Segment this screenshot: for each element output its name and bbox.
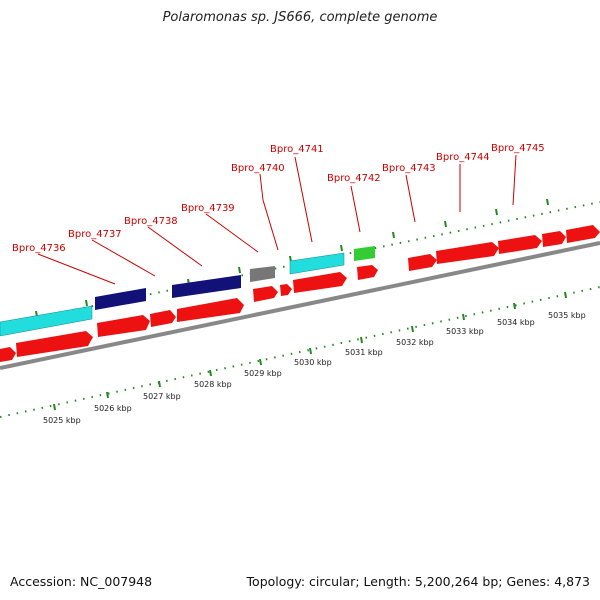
inner-major-tick bbox=[53, 403, 56, 411]
kbp-label: 5029 kbp bbox=[244, 369, 282, 378]
leader-line bbox=[294, 156, 313, 243]
leader-line bbox=[91, 239, 156, 277]
gene-label[interactable]: Bpro_4742 bbox=[327, 173, 381, 184]
cds-arrow[interactable] bbox=[542, 231, 566, 247]
kbp-label: 5025 kbp bbox=[43, 416, 81, 425]
inner-major-tick bbox=[411, 325, 414, 333]
cds-features bbox=[0, 225, 600, 362]
leader-line bbox=[262, 199, 279, 251]
cds-arrow[interactable] bbox=[0, 347, 16, 362]
gene-label[interactable]: Bpro_4743 bbox=[382, 163, 436, 174]
inner-major-tick bbox=[360, 336, 363, 344]
kbp-label: 5026 kbp bbox=[94, 404, 132, 413]
leader-line bbox=[405, 174, 416, 223]
cds-arrow[interactable] bbox=[97, 315, 150, 337]
gene-block-navy[interactable] bbox=[95, 288, 146, 310]
gene-label[interactable]: Bpro_4736 bbox=[12, 243, 66, 254]
genome-summary: Topology: circular; Length: 5,200,264 bp… bbox=[247, 574, 590, 589]
forward-features bbox=[0, 246, 375, 337]
genes-label: Genes: bbox=[506, 574, 551, 589]
cds-arrow[interactable] bbox=[436, 242, 499, 264]
accession-info: Accession: NC_007948 bbox=[10, 574, 152, 589]
kbp-label: 5030 kbp bbox=[294, 358, 332, 367]
kbp-label: 5027 kbp bbox=[143, 392, 181, 401]
gene-label[interactable]: Bpro_4737 bbox=[68, 229, 122, 240]
inner-major-tick bbox=[259, 358, 262, 366]
accession-value: NC_007948 bbox=[80, 574, 153, 589]
outer-major-tick bbox=[340, 244, 343, 252]
gene-label[interactable]: Bpro_4739 bbox=[181, 203, 235, 214]
gene-block-cyan[interactable] bbox=[0, 305, 93, 337]
inner-major-tick bbox=[564, 291, 567, 299]
length-label: Length: bbox=[363, 574, 411, 589]
gene-label[interactable]: Bpro_4740 bbox=[231, 163, 285, 174]
map-title: Polaromonas sp. JS666, complete genome bbox=[162, 10, 438, 25]
gene-label[interactable]: Bpro_4741 bbox=[270, 144, 324, 155]
inner-major-tick bbox=[209, 369, 212, 377]
gene-block-gray[interactable] bbox=[250, 266, 275, 282]
leader-line bbox=[37, 253, 116, 285]
cds-arrow[interactable] bbox=[280, 284, 292, 296]
outer-major-tick bbox=[85, 299, 88, 307]
leader-line bbox=[147, 226, 203, 267]
inner-major-tick bbox=[309, 347, 312, 355]
kbp-label: 5032 kbp bbox=[396, 338, 434, 347]
kbp-label: 5033 kbp bbox=[446, 327, 484, 336]
leader-line bbox=[259, 173, 264, 201]
gene-block-navy[interactable] bbox=[172, 275, 241, 298]
gene-block-green[interactable] bbox=[354, 246, 375, 261]
accession-label: Accession: bbox=[10, 574, 77, 589]
genes-value: 4,873 bbox=[554, 574, 590, 589]
cds-arrow[interactable] bbox=[498, 235, 542, 254]
gene-label[interactable]: Bpro_4738 bbox=[124, 216, 178, 227]
kbp-label: 5035 kbp bbox=[548, 311, 586, 320]
kbp-labels: 5025 kbp 5026 kbp 5027 kbp 5028 kbp 5029… bbox=[43, 311, 586, 425]
gene-label[interactable]: Bpro_4744 bbox=[436, 152, 490, 163]
outer-major-tick bbox=[392, 231, 395, 239]
outer-major-tick bbox=[238, 266, 241, 274]
outer-major-tick bbox=[495, 208, 498, 216]
leader-lines bbox=[37, 154, 517, 285]
length-value: 5,200,264 bp bbox=[414, 574, 499, 589]
gene-labels: Bpro_4736 Bpro_4737 Bpro_4738 Bpro_4739 … bbox=[12, 143, 545, 254]
cds-arrow[interactable] bbox=[357, 265, 378, 280]
gene-label[interactable]: Bpro_4745 bbox=[491, 143, 545, 154]
inner-major-tick bbox=[158, 380, 161, 388]
cds-arrow[interactable] bbox=[253, 286, 278, 302]
kbp-label: 5031 kbp bbox=[345, 348, 383, 357]
cds-arrow[interactable] bbox=[408, 254, 437, 271]
leader-line bbox=[512, 154, 517, 206]
kbp-label: 5034 kbp bbox=[497, 318, 535, 327]
outer-major-tick bbox=[444, 220, 447, 228]
cds-arrow[interactable] bbox=[177, 298, 244, 322]
topology-label: Topology: bbox=[246, 574, 306, 589]
cds-arrow[interactable] bbox=[150, 310, 176, 327]
inner-major-tick bbox=[106, 391, 109, 399]
topology-value: circular bbox=[309, 574, 356, 589]
separator: ; bbox=[355, 574, 360, 589]
inner-major-tick bbox=[462, 313, 465, 321]
cds-arrow[interactable] bbox=[16, 331, 93, 357]
genome-backbone bbox=[0, 241, 600, 370]
leader-line bbox=[350, 185, 361, 233]
inner-tick-track bbox=[0, 286, 600, 418]
kbp-label: 5028 kbp bbox=[194, 380, 232, 389]
inner-major-ticks bbox=[53, 291, 567, 411]
cds-arrow[interactable] bbox=[566, 225, 600, 243]
leader-line bbox=[205, 213, 259, 253]
inner-major-tick bbox=[513, 302, 516, 310]
gene-block-cyan[interactable] bbox=[289, 252, 345, 275]
outer-major-tick bbox=[546, 198, 549, 206]
cds-arrow[interactable] bbox=[293, 272, 347, 293]
separator: ; bbox=[498, 574, 503, 589]
